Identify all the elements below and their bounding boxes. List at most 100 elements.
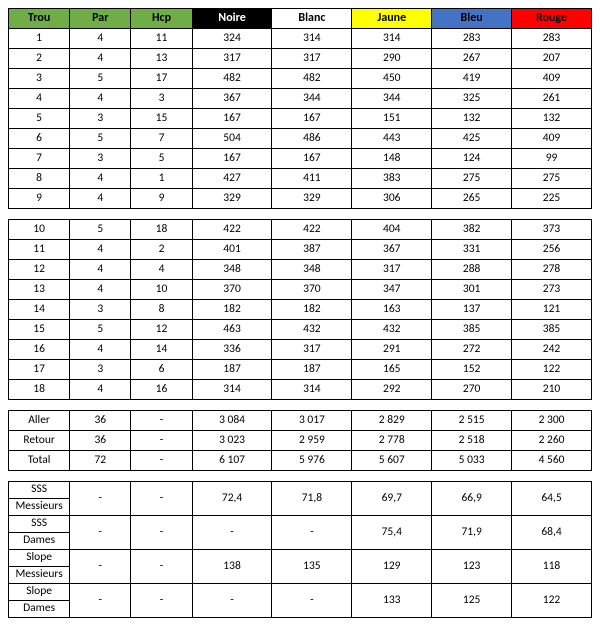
hdr-par: Par: [70, 9, 131, 29]
val-blanc: 2 959: [272, 431, 352, 451]
hole-row: 3517482482450419409: [9, 69, 592, 89]
hcp: 8: [131, 300, 192, 320]
par: 3: [70, 109, 131, 129]
dist-noire: 336: [192, 340, 272, 360]
val-noire: -: [192, 584, 272, 618]
hcp: 13: [131, 49, 192, 69]
val-blanc: 135: [272, 550, 352, 584]
dist-rouge: 373: [512, 220, 592, 240]
hole-row: 16414336317291272242: [9, 340, 592, 360]
hole-row: 949329329306265225: [9, 189, 592, 209]
hdr-hcp: Hcp: [131, 9, 192, 29]
dist-blanc: 182: [272, 300, 352, 320]
hcp: 12: [131, 320, 192, 340]
dist-rouge: 121: [512, 300, 592, 320]
dist-blanc: 167: [272, 149, 352, 169]
val-rouge: 122: [512, 584, 592, 618]
stat-label-1: SSS: [9, 516, 70, 533]
hcp: 17: [131, 69, 192, 89]
par: 5: [70, 69, 131, 89]
dist-bleu: 267: [432, 49, 512, 69]
stat-label-2: Messieurs: [9, 567, 70, 584]
hcp: -: [131, 451, 192, 471]
dist-noire: 167: [192, 109, 272, 129]
dist-rouge: 242: [512, 340, 592, 360]
par: -: [70, 482, 131, 516]
val-bleu: 71,9: [432, 516, 512, 550]
dist-rouge: 273: [512, 280, 592, 300]
hcp: 4: [131, 260, 192, 280]
hole-number: 8: [9, 169, 70, 189]
dist-rouge: 409: [512, 69, 592, 89]
par: 4: [70, 49, 131, 69]
dist-jaune: 151: [352, 109, 432, 129]
hole-number: 16: [9, 340, 70, 360]
val-blanc: 5 976: [272, 451, 352, 471]
dist-bleu: 331: [432, 240, 512, 260]
dist-rouge: 225: [512, 189, 592, 209]
total-label: Aller: [9, 411, 70, 431]
dist-jaune: 383: [352, 169, 432, 189]
stat-label-1: SSS: [9, 482, 70, 499]
dist-noire: 504: [192, 129, 272, 149]
val-jaune: 2 829: [352, 411, 432, 431]
par: -: [70, 550, 131, 584]
dist-noire: 401: [192, 240, 272, 260]
dist-rouge: 256: [512, 240, 592, 260]
hdr-rouge: Rouge: [512, 9, 592, 29]
par: 4: [70, 189, 131, 209]
hole-row: 13410370370347301273: [9, 280, 592, 300]
dist-blanc: 411: [272, 169, 352, 189]
scorecard-totals: Aller36-3 0843 0172 8292 5152 300Retour3…: [8, 410, 592, 471]
dist-jaune: 432: [352, 320, 432, 340]
dist-jaune: 163: [352, 300, 432, 320]
dist-jaune: 404: [352, 220, 432, 240]
dist-bleu: 425: [432, 129, 512, 149]
dist-bleu: 382: [432, 220, 512, 240]
dist-rouge: 385: [512, 320, 592, 340]
dist-noire: 317: [192, 49, 272, 69]
hcp: 11: [131, 29, 192, 49]
dist-jaune: 317: [352, 260, 432, 280]
par: 5: [70, 320, 131, 340]
hole-row: 10518422422404382373: [9, 220, 592, 240]
dist-jaune: 314: [352, 29, 432, 49]
dist-bleu: 385: [432, 320, 512, 340]
par: 3: [70, 360, 131, 380]
hdr-jaune: Jaune: [352, 9, 432, 29]
par: -: [70, 516, 131, 550]
dist-bleu: 270: [432, 380, 512, 400]
dist-noire: 348: [192, 260, 272, 280]
dist-noire: 482: [192, 69, 272, 89]
hole-number: 4: [9, 89, 70, 109]
par: 4: [70, 169, 131, 189]
val-rouge: 2 260: [512, 431, 592, 451]
total-row: Total72-6 1075 9765 6075 0334 560: [9, 451, 592, 471]
par: 4: [70, 89, 131, 109]
hdr-noire: Noire: [192, 9, 272, 29]
val-jaune: 69,7: [352, 482, 432, 516]
hole-row: 1736187187165152122: [9, 360, 592, 380]
val-jaune: 133: [352, 584, 432, 618]
dist-noire: 314: [192, 380, 272, 400]
stat-label-2: Dames: [9, 601, 70, 618]
dist-rouge: 283: [512, 29, 592, 49]
dist-rouge: 210: [512, 380, 592, 400]
val-blanc: 3 017: [272, 411, 352, 431]
dist-bleu: 124: [432, 149, 512, 169]
hcp: 9: [131, 189, 192, 209]
hole-number: 1: [9, 29, 70, 49]
dist-jaune: 306: [352, 189, 432, 209]
dist-noire: 187: [192, 360, 272, 380]
stat-row: Slope----133125122: [9, 584, 592, 601]
hdr-blanc: Blanc: [272, 9, 352, 29]
dist-jaune: 292: [352, 380, 432, 400]
stat-row: SSS--72,471,869,766,964,5: [9, 482, 592, 499]
hdr-bleu: Bleu: [432, 9, 512, 29]
dist-blanc: 314: [272, 29, 352, 49]
dist-blanc: 167: [272, 109, 352, 129]
hole-row: 1244348348317288278: [9, 260, 592, 280]
dist-bleu: 301: [432, 280, 512, 300]
par: 4: [70, 240, 131, 260]
hcp: 10: [131, 280, 192, 300]
